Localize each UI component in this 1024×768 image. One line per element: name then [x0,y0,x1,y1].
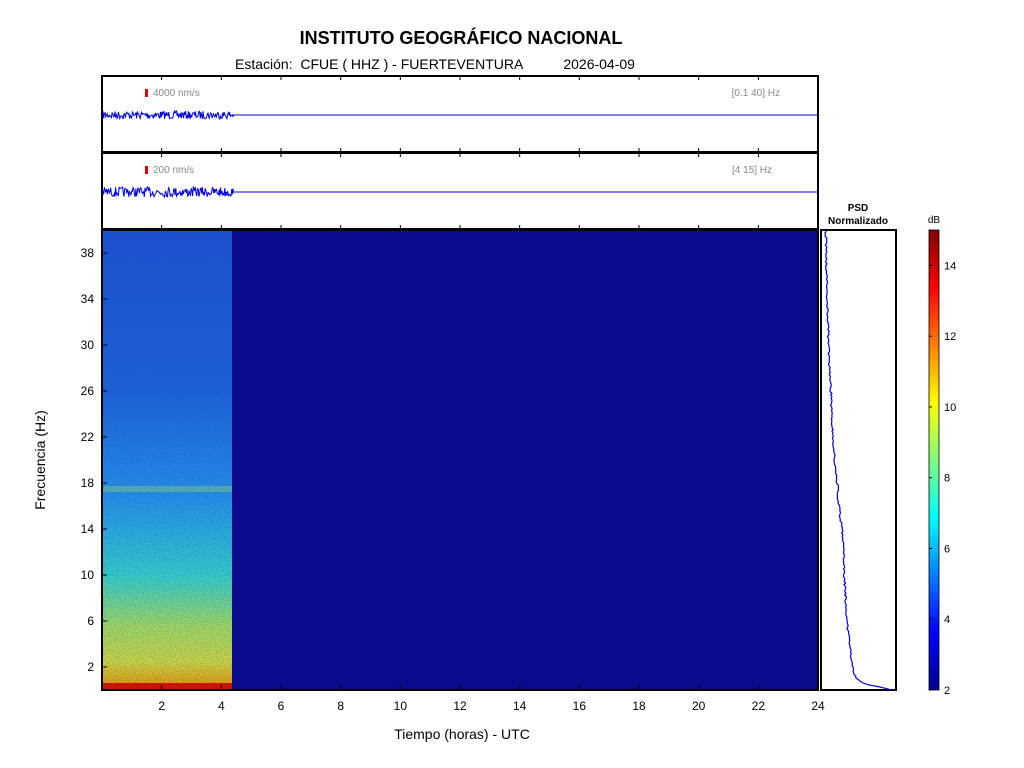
colorbar-unit: dB [928,215,941,226]
spectrogram-speckle [102,230,232,690]
x-tick-label: 20 [692,699,706,713]
psd-subtitle: Normalizado [828,216,888,227]
y-tick-label: 10 [81,568,95,582]
x-tick-label: 6 [278,699,285,713]
trace-band-label-2: [4 15] Hz [732,165,772,176]
colorbar-tick-label: 12 [944,331,956,343]
x-tick-label: 14 [513,699,527,713]
psd-panel: PSD Normalizado [820,203,897,691]
page-title: INSTITUTO GEOGRÁFICO NACIONAL [299,28,623,48]
colorbar-tick-label: 4 [944,614,950,626]
y-tick-label: 2 [87,660,94,674]
station-name: CFUE ( HHZ ) - FUERTEVENTURA [300,56,524,72]
date-label: 2026-04-09 [563,56,635,72]
trace2-ticks [161,153,819,229]
colorbar-tick-label: 6 [944,543,950,555]
waveform-trace [102,109,234,121]
x-tick-label: 18 [632,699,646,713]
y-tick-label: 26 [81,384,95,398]
colorbar-tick-label: 8 [944,473,950,485]
x-tick-label: 10 [394,699,408,713]
x-tick-label: 8 [337,699,344,713]
colorbar: dB 2 4 6 8 10 12 14 [928,215,956,697]
trace-band-label-1: [0.1 40] Hz [732,88,780,99]
colorbar-tick-label: 14 [944,260,956,272]
trace-scale-label: 200 nm/s [153,165,194,176]
trace-scale-label: 4000 nm/s [153,88,200,99]
x-tick-label: 12 [453,699,467,713]
colorbar-tick-label: 10 [944,402,956,414]
y-tick-label: 38 [81,246,95,260]
scale-marker [145,89,148,97]
x-axis-label: Tiempo (horas) - UTC [394,726,530,742]
trace-panel-broadband: 4000 nm/s [0.1 40] Hz [101,75,819,153]
trace-panel-filtered: 200 nm/s [4 15] Hz [101,152,819,230]
spectral-line-17-5hz [102,486,232,492]
x-tick-label: 24 [811,699,825,713]
y-tick-label: 22 [81,430,95,444]
y-axis-label: Frecuencia (Hz) [32,410,48,510]
y-tick-label: 14 [81,522,95,536]
y-tick-label: 30 [81,338,95,352]
y-tick-label: 18 [81,476,95,490]
y-tick-label: 34 [81,292,95,306]
x-tick-label: 2 [158,699,165,713]
trace1-ticks [161,76,819,152]
station-label: Estación: [235,56,293,72]
waveform-trace [102,185,234,199]
low-frequency-band [102,683,232,690]
colorbar-tick-label: 2 [944,685,950,697]
psd-title: PSD [848,203,869,214]
x-tick-label: 22 [752,699,766,713]
y-tick-label: 6 [87,614,94,628]
psd-curve [824,230,892,691]
scale-marker [145,166,148,174]
station-line: Estación: CFUE ( HHZ ) - FUERTEVENTURA 20… [235,56,635,72]
x-tick-label: 16 [573,699,587,713]
x-tick-label: 4 [218,699,225,713]
